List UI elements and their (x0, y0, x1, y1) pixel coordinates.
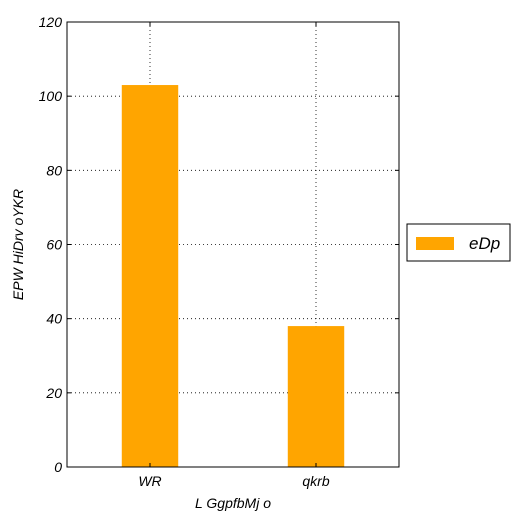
axis-ticks: 0 20 40 60 80 100 120 WR qkrb (39, 14, 399, 489)
y-tick-label: 80 (46, 162, 62, 178)
y-axis-label: EPW HiDrv oYKR (10, 189, 26, 300)
bar-wr (121, 85, 179, 468)
x-tick-label: qkrb (302, 473, 329, 489)
x-tick-label: WR (138, 473, 161, 489)
bar-qkrb (287, 326, 345, 467)
legend: eDp (406, 223, 511, 262)
y-tick-label: 20 (45, 385, 62, 401)
y-tick-label: 100 (39, 88, 63, 104)
y-tick-label: 40 (46, 311, 62, 327)
x-axis-label: L GgpfbMj o (195, 495, 271, 511)
legend-label-edp: eDp (469, 234, 500, 253)
y-tick-label: 60 (46, 237, 62, 253)
y-tick-label: 0 (54, 459, 62, 475)
bars (121, 85, 345, 468)
legend-swatch-edp (416, 237, 454, 250)
y-tick-label: 120 (39, 14, 63, 30)
